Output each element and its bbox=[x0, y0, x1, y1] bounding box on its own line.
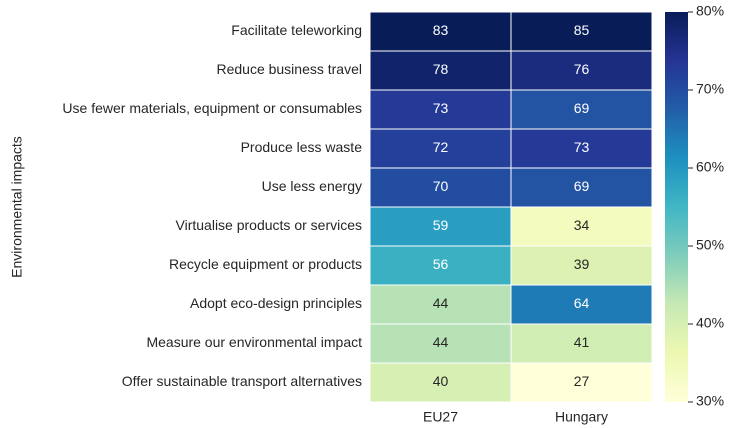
cell-label: 56 bbox=[433, 256, 449, 272]
colorbar bbox=[665, 12, 688, 402]
y-axis-label: Environmental impacts bbox=[9, 136, 25, 278]
cell-label: 44 bbox=[433, 295, 449, 311]
cell-label: 34 bbox=[574, 217, 590, 233]
colorbar-tick-label: 80% bbox=[696, 3, 724, 19]
y-tick-label: Adopt eco-design principles bbox=[190, 295, 362, 311]
heatmap-cell bbox=[369, 11, 512, 52]
y-tick-label: Measure our environmental impact bbox=[146, 334, 362, 350]
heatmap-cell bbox=[369, 206, 512, 247]
heatmap-cell bbox=[510, 362, 653, 403]
y-tick-label: Reduce business travel bbox=[216, 61, 362, 77]
cell-label: 41 bbox=[574, 334, 590, 350]
cell-label: 40 bbox=[433, 373, 449, 389]
heatmap-cell bbox=[369, 362, 512, 403]
colorbar-tick-label: 30% bbox=[696, 393, 724, 409]
cell-label: 44 bbox=[433, 334, 449, 350]
heatmap-cell bbox=[369, 284, 512, 325]
heatmap-cell bbox=[510, 323, 653, 364]
cell-label: 69 bbox=[574, 178, 590, 194]
cell-label: 64 bbox=[574, 295, 590, 311]
cell-label: 59 bbox=[433, 217, 449, 233]
heatmap-cell bbox=[510, 284, 653, 325]
colorbar-tick-label: 60% bbox=[696, 159, 724, 175]
y-tick-label: Virtualise products or services bbox=[176, 217, 362, 233]
cell-label: 72 bbox=[433, 139, 449, 155]
cell-label: 76 bbox=[574, 61, 590, 77]
heatmap-cell bbox=[369, 89, 512, 130]
y-tick-label: Use less energy bbox=[262, 178, 362, 194]
heatmap-cell bbox=[510, 11, 653, 52]
cell-label: 70 bbox=[433, 178, 449, 194]
heatmap-cell bbox=[510, 206, 653, 247]
colorbar-tick-label: 50% bbox=[696, 237, 724, 253]
heatmap-cell bbox=[369, 50, 512, 91]
cell-label: 83 bbox=[433, 22, 449, 38]
cell-label: 39 bbox=[574, 256, 590, 272]
cell-label: 69 bbox=[574, 100, 590, 116]
x-tick-label: Hungary bbox=[555, 409, 608, 425]
cell-label: 73 bbox=[433, 100, 449, 116]
heatmap-cell bbox=[510, 245, 653, 286]
colorbar-tick-label: 40% bbox=[696, 315, 724, 331]
cell-label: 27 bbox=[574, 373, 590, 389]
cell-label: 73 bbox=[574, 139, 590, 155]
heatmap-cell bbox=[510, 128, 653, 169]
cell-label: 85 bbox=[574, 22, 590, 38]
cell-label: 78 bbox=[433, 61, 449, 77]
heatmap-cell bbox=[510, 50, 653, 91]
colorbar-tick-label: 70% bbox=[696, 81, 724, 97]
y-tick-label: Use fewer materials, equipment or consum… bbox=[62, 100, 362, 116]
y-tick-label: Facilitate teleworking bbox=[231, 22, 362, 38]
x-tick-label: EU27 bbox=[423, 409, 458, 425]
y-tick-label: Offer sustainable transport alternatives bbox=[122, 373, 362, 389]
y-tick-label: Recycle equipment or products bbox=[169, 256, 362, 272]
y-tick-label: Produce less waste bbox=[241, 139, 363, 155]
